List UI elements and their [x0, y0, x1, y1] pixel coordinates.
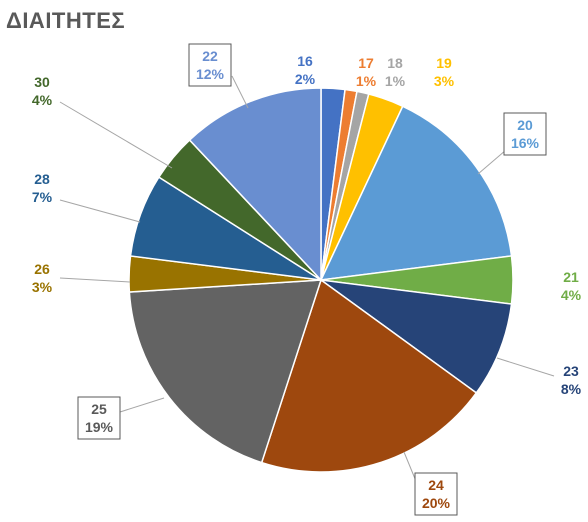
pie-slice-24	[260, 278, 478, 473]
data-label-value-28: 7%	[32, 189, 53, 205]
data-label-box-22	[188, 43, 232, 87]
data-label-category-20: 20	[517, 117, 533, 133]
data-label-category-19: 19	[436, 55, 452, 71]
data-label-value-24: 20%	[422, 495, 451, 511]
data-label-value-21: 4%	[561, 287, 582, 303]
data-label-category-18: 18	[387, 55, 403, 71]
data-label-value-17: 1%	[356, 73, 377, 89]
data-label-box-20	[503, 112, 547, 156]
data-label-category-21: 21	[563, 269, 579, 285]
pie-slice-23	[320, 279, 513, 394]
data-label-category-26: 26	[34, 261, 50, 277]
data-label-value-18: 1%	[385, 73, 406, 89]
data-label-category-24: 24	[428, 477, 444, 493]
data-label-value-20: 16%	[511, 135, 540, 151]
data-label-box-24	[414, 472, 458, 516]
data-label-value-26: 3%	[32, 279, 53, 295]
leader-line-28	[59, 199, 141, 223]
data-label-category-16: 16	[297, 53, 313, 69]
data-label-category-25: 25	[91, 401, 107, 417]
data-label-category-23: 23	[563, 363, 579, 379]
leader-line-26	[59, 277, 131, 283]
data-label-box-25	[77, 396, 121, 440]
leader-line-30	[59, 101, 173, 169]
data-label-value-30: 4%	[32, 92, 53, 108]
data-label-value-23: 8%	[561, 381, 582, 397]
chart-title: ΔΙΑΙΤΗΤΕΣ	[6, 8, 126, 33]
pie-slice-20	[319, 105, 513, 281]
data-label-value-25: 19%	[85, 419, 114, 435]
data-label-category-28: 28	[34, 171, 50, 187]
pie-slice-22	[188, 87, 322, 282]
data-label-category-22: 22	[202, 48, 218, 64]
leader-line-22	[231, 75, 249, 109]
leader-line-23	[496, 357, 555, 377]
data-label-value-19: 3%	[434, 73, 455, 89]
data-label-value-16: 2%	[295, 71, 316, 87]
leader-line-25	[119, 397, 165, 413]
data-label-category-17: 17	[358, 55, 374, 71]
leader-line-20	[477, 149, 507, 175]
data-label-value-22: 12%	[196, 66, 225, 82]
data-label-category-30: 30	[34, 74, 50, 90]
pie-slice-25	[128, 279, 323, 464]
